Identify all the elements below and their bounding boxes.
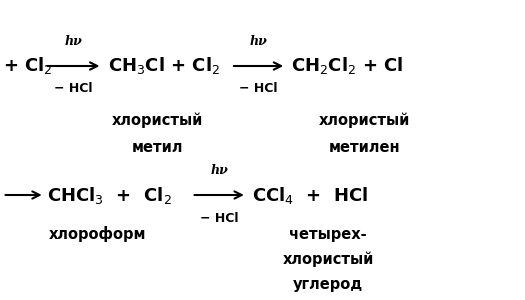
Text: хлористый: хлористый [282, 252, 374, 267]
Text: хлористый: хлористый [112, 112, 203, 128]
Text: − HCl: − HCl [200, 212, 238, 224]
Text: CH$_3$Cl + Cl$_2$: CH$_3$Cl + Cl$_2$ [108, 56, 220, 76]
Text: четырех-: четырех- [289, 226, 367, 242]
Text: − HCl: − HCl [54, 82, 93, 95]
Text: метилен: метилен [329, 140, 401, 154]
Text: hν: hν [65, 35, 82, 48]
Text: hν: hν [211, 164, 228, 177]
Text: углерод: углерод [293, 278, 363, 292]
Text: + Cl$_2$: + Cl$_2$ [3, 56, 52, 76]
Text: − HCl: − HCl [239, 82, 278, 95]
Text: хлороформ: хлороформ [48, 226, 146, 242]
Text: хлористый: хлористый [319, 112, 411, 128]
Text: CH$_2$Cl$_2$ + Cl: CH$_2$Cl$_2$ + Cl [291, 56, 404, 76]
Text: CCl$_4$  +  HCl: CCl$_4$ + HCl [252, 184, 369, 206]
Text: метил: метил [132, 140, 183, 154]
Text: CHCl$_3$  +  Cl$_2$: CHCl$_3$ + Cl$_2$ [47, 184, 172, 206]
Text: hν: hν [250, 35, 267, 48]
